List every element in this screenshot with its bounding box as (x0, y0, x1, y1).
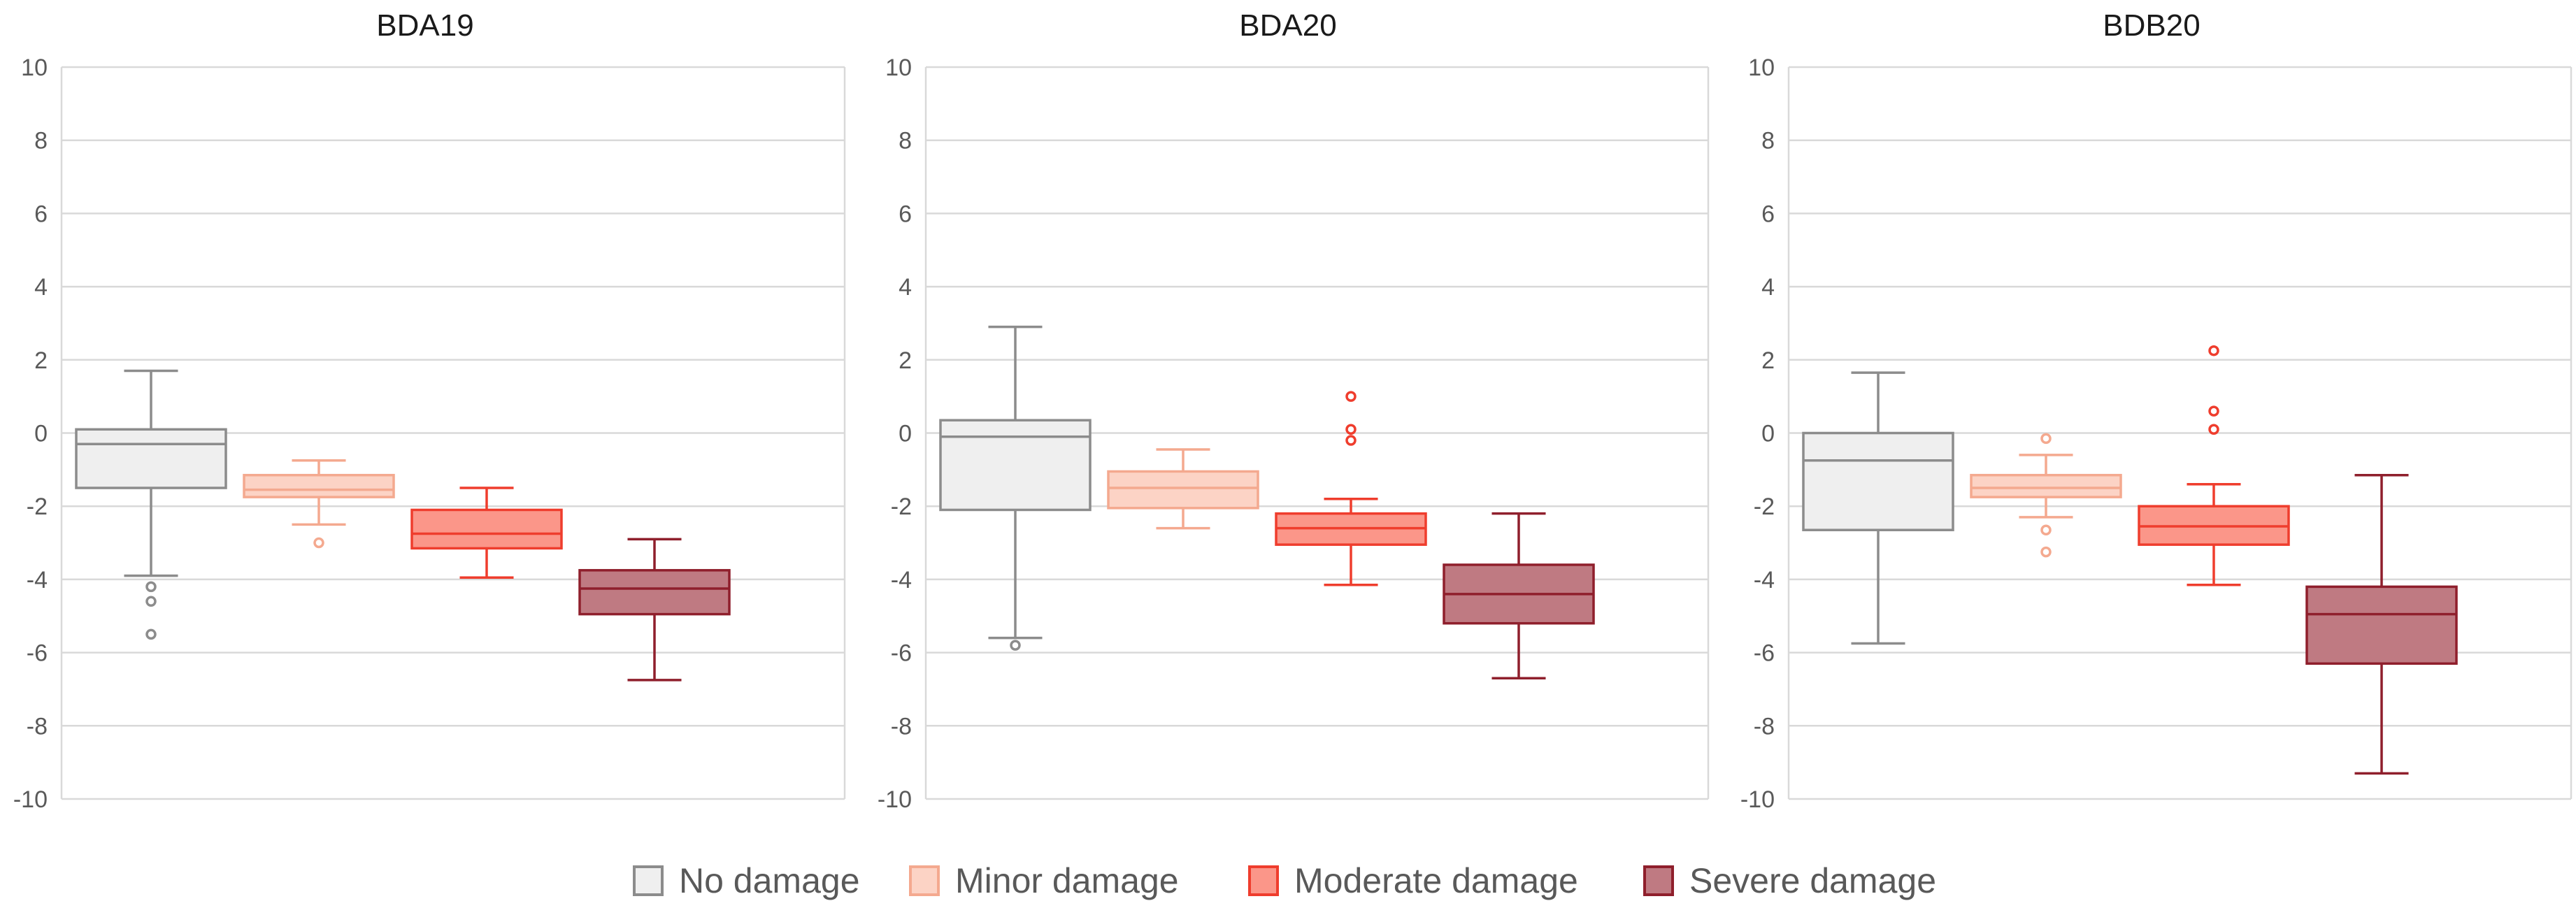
legend-label: Minor damage (955, 861, 1179, 900)
legend-label: Moderate damage (1294, 861, 1578, 900)
legend-label: No damage (679, 861, 860, 900)
box-minor-damage (1970, 473, 2122, 498)
panel-title-3: BDB20 (2103, 8, 2201, 43)
y-tick-label: -6 (1754, 640, 1775, 667)
box-minor-damage (1107, 470, 1259, 510)
panel-title-1: BDA19 (376, 8, 474, 43)
legend-swatch-minor-damage (909, 865, 940, 896)
y-tick-label: 0 (1761, 421, 1775, 447)
outlier-moderate-damage (1345, 424, 1357, 435)
box-minor-damage (243, 473, 395, 498)
outlier-moderate-damage (1345, 391, 1357, 402)
y-tick-label: -8 (27, 713, 48, 740)
y-tick-label: 0 (899, 421, 912, 447)
y-tick-label: 8 (899, 128, 912, 154)
y-tick-label: 4 (34, 274, 48, 301)
legend-item-no-damage: No damage (633, 856, 860, 905)
y-tick-label: 8 (34, 128, 48, 154)
box-severe-damage (2305, 585, 2458, 665)
legend-swatch-severe-damage (1643, 865, 1674, 896)
outlier-moderate-damage (2208, 424, 2219, 435)
box-severe-damage (578, 569, 731, 616)
y-tick-label: 0 (34, 421, 48, 447)
legend-swatch-moderate-damage (1248, 865, 1279, 896)
y-tick-label: -4 (27, 567, 48, 593)
y-tick-label: 6 (34, 201, 48, 227)
outlier-no-damage (145, 596, 157, 607)
y-tick-label: -6 (27, 640, 48, 667)
y-tick-label: 2 (1761, 347, 1775, 374)
box-no-damage (939, 419, 1092, 512)
y-tick-label: -2 (27, 493, 48, 520)
outlier-minor-damage (2040, 546, 2052, 558)
outlier-moderate-damage (2208, 345, 2219, 356)
y-tick-label: 4 (1761, 274, 1775, 301)
outlier-minor-damage (2040, 524, 2052, 535)
y-tick-label: -8 (1754, 713, 1775, 740)
y-tick-label: -10 (1740, 786, 1775, 813)
box-no-damage (75, 428, 227, 489)
legend-swatch-no-damage (633, 865, 664, 896)
box-no-damage (1802, 431, 1954, 531)
outlier-moderate-damage (1345, 435, 1357, 446)
y-tick-label: 4 (899, 274, 912, 301)
y-tick-label: -10 (878, 786, 912, 813)
y-tick-label: -2 (1754, 493, 1775, 520)
outlier-moderate-damage (2208, 405, 2219, 417)
y-tick-label: -2 (891, 493, 912, 520)
outlier-no-damage (145, 581, 157, 593)
outlier-minor-damage (2040, 433, 2052, 445)
legend: No damage Minor damage Moderate damage S… (0, 856, 2576, 905)
y-tick-label: -10 (13, 786, 48, 813)
panel-title-2: BDA20 (1239, 8, 1337, 43)
y-tick-label: -4 (891, 567, 912, 593)
y-tick-label: 6 (1761, 201, 1775, 227)
legend-item-moderate-damage: Moderate damage (1248, 856, 1578, 905)
legend-item-severe-damage: Severe damage (1643, 856, 1936, 905)
legend-label: Severe damage (1689, 861, 1937, 900)
legend-item-minor-damage: Minor damage (909, 856, 1179, 905)
y-tick-label: -6 (891, 640, 912, 667)
y-tick-label: -4 (1754, 567, 1775, 593)
y-tick-label: -8 (891, 713, 912, 740)
outlier-no-damage (145, 628, 157, 640)
outlier-no-damage (1010, 640, 1021, 651)
y-tick-label: 8 (1761, 128, 1775, 154)
y-tick-label: 2 (899, 347, 912, 374)
y-tick-label: 6 (899, 201, 912, 227)
outlier-minor-damage (313, 537, 324, 549)
box-moderate-damage (410, 508, 563, 550)
y-tick-label: 10 (21, 55, 48, 81)
y-tick-label: 10 (885, 55, 912, 81)
y-tick-label: 2 (34, 347, 48, 374)
y-tick-label: 10 (1748, 55, 1775, 81)
